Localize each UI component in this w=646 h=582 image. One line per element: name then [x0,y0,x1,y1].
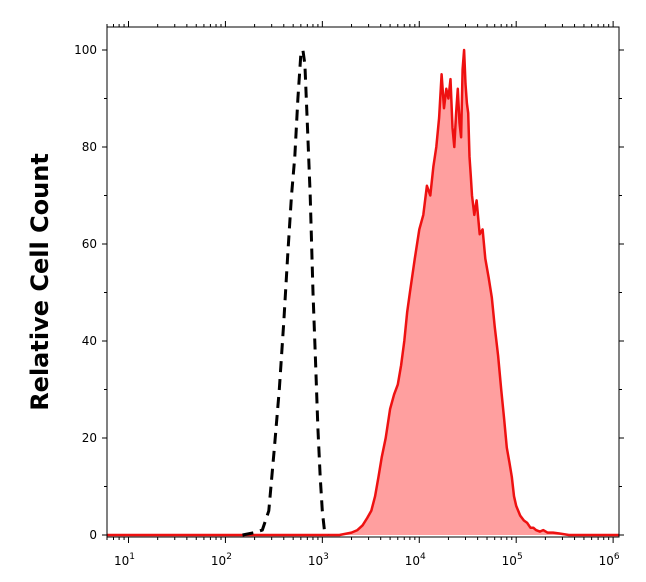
y-tick-label: 80 [82,140,97,154]
series-1-line [107,48,619,537]
x-tick-label: 105 [502,552,523,568]
y-tick-label: 60 [82,237,97,251]
y-tick-label: 40 [82,334,97,348]
plot-area [107,48,619,537]
y-tick-label: 20 [82,431,97,445]
y-tick-label: 0 [89,528,97,542]
x-tick-label: 106 [599,552,620,568]
x-tick-label: 101 [114,552,135,568]
axes: 0 20 40 60 80 100 101 102 103 104 105 106 [74,21,624,568]
x-tick-label: 102 [211,552,232,568]
plot-frame [106,26,620,538]
x-tick-label: 103 [308,552,329,568]
series-1-area [107,50,619,535]
x-tick-label: 104 [405,552,426,568]
y-axis-label: Relative Cell Count [26,153,54,411]
y-tick-label: 100 [74,43,97,57]
series-0-line [242,48,330,537]
